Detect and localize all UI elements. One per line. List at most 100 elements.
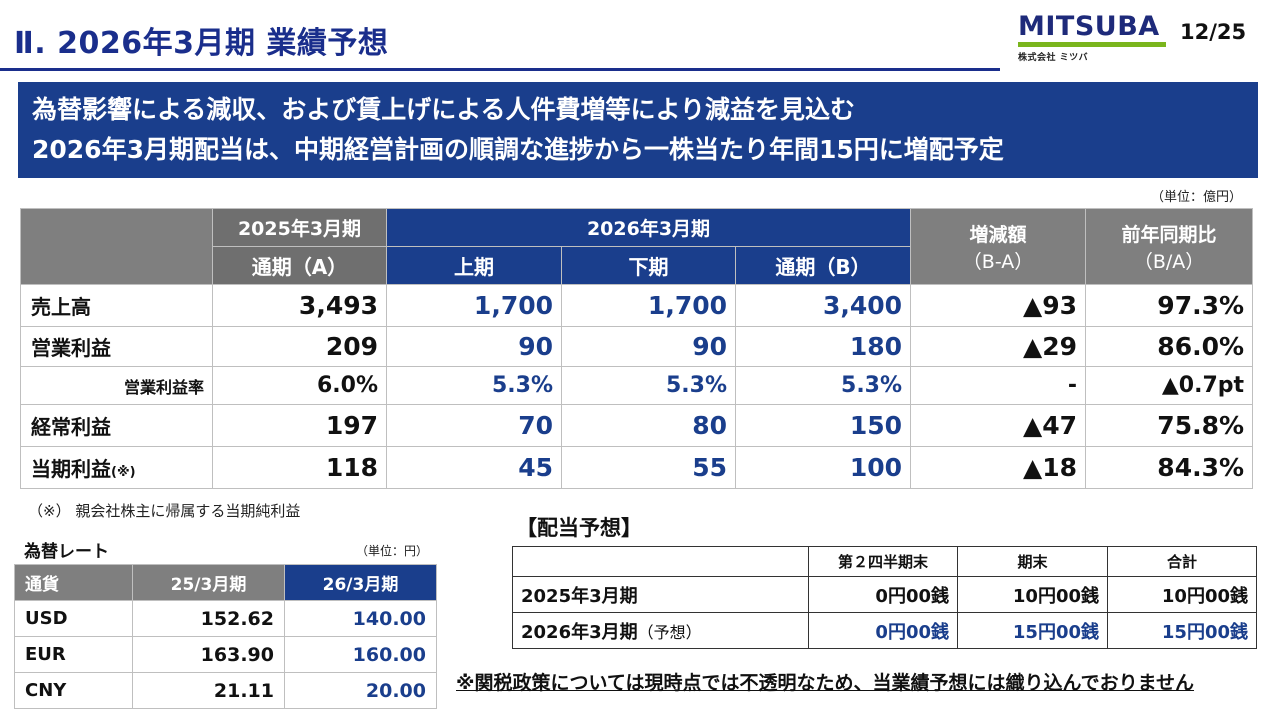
dividend-period-text: 2025年3月期	[521, 585, 638, 607]
value-diff: ▲93	[910, 284, 1087, 327]
summary-line-2: 2026年3月期配当は、中期経営計画の順調な進捗から一株当たり年間15円に増配予…	[32, 135, 1004, 164]
header-change: 増減額 （B-A）	[910, 208, 1087, 285]
dividend-header-q2: 第２四半期末	[808, 546, 958, 577]
value-h1: 1,700	[386, 284, 562, 327]
logo-wordmark: MITSUBA	[1018, 11, 1160, 42]
table-row: 売上高 3,493 1,700 1,700 3,400 ▲93 97.3%	[20, 284, 1254, 327]
value-b: 180	[734, 326, 912, 367]
value-diff: ▲18	[910, 446, 1087, 489]
logo-green-bar	[1018, 42, 1166, 47]
value-ratio: 97.3%	[1085, 284, 1254, 327]
table-row: 当期利益(※) 118 45 55 100 ▲18 84.3%	[20, 446, 1254, 489]
row-label: 経常利益	[20, 404, 213, 447]
page-number: 12/25	[1180, 20, 1247, 44]
header-fy2026: 2026年3月期	[385, 208, 912, 247]
value-h2: 55	[561, 446, 736, 489]
value-b: 100	[734, 446, 912, 489]
header-full-b: 通期（B）	[734, 246, 912, 285]
dividend-table: 第２四半期末 期末 合計 2025年3月期 0円00銭 10円00銭 10円00…	[512, 546, 1257, 649]
value-h1: 5.3%	[386, 366, 562, 405]
header-h2: 下期	[561, 246, 736, 285]
value-h2: 80	[561, 404, 736, 447]
value-diff: ▲47	[910, 404, 1087, 447]
summary-line-1: 為替影響による減収、および賃上げによる人件費増等により減益を見込む	[32, 95, 856, 124]
dividend-row: 2025年3月期 0円00銭 10円00銭 10円00銭	[512, 576, 1257, 613]
dividend-q2: 0円00銭	[808, 612, 958, 649]
fx-currency: CNY	[14, 672, 133, 709]
dividend-period: 2026年3月期（予想）	[512, 612, 809, 649]
main-table-unit: （単位：億円）	[1150, 190, 1242, 205]
dividend-total: 15円00銭	[1107, 612, 1257, 649]
header-change-sub: （B-A）	[962, 250, 1034, 273]
row-label: 営業利益率	[20, 366, 213, 405]
value-ratio: 86.0%	[1085, 326, 1254, 367]
header-full-a: 通期（A）	[212, 246, 387, 285]
header-yoy-label: 前年同期比	[1121, 223, 1217, 246]
page-title: Ⅱ. 2026年3月期 業績予想	[14, 26, 389, 61]
tariff-note: ※関税政策については現時点では不透明なため、当業績予想には織り込んでおりません	[456, 672, 1195, 694]
value-a: 3,493	[212, 284, 387, 327]
row-label-note: (※)	[111, 465, 136, 480]
value-h2: 1,700	[561, 284, 736, 327]
table-row: 経常利益 197 70 80 150 ▲47 75.8%	[20, 404, 1254, 447]
value-h1: 70	[386, 404, 562, 447]
dividend-total: 10円00銭	[1107, 576, 1257, 613]
fx-row: EUR 163.90 160.00	[14, 636, 437, 673]
header-change-label: 増減額	[969, 223, 1027, 246]
row-label: 売上高	[20, 284, 213, 327]
fx-row: CNY 21.11 20.00	[14, 672, 437, 709]
dividend-period-text: 2026年3月期	[521, 621, 638, 643]
forecast-table: 2025年3月期 2026年3月期 増減額 （B-A） 前年同期比 （B/A） …	[20, 208, 1254, 489]
value-h1: 90	[386, 326, 562, 367]
value-diff: ▲29	[910, 326, 1087, 367]
fx-unit: （単位：円）	[356, 544, 429, 558]
value-h2: 90	[561, 326, 736, 367]
logo-company-name: 株式会社 ミツバ	[1018, 53, 1089, 63]
dividend-header-end: 期末	[957, 546, 1108, 577]
value-b: 150	[734, 404, 912, 447]
value-b: 5.3%	[734, 366, 912, 405]
row-label-text: 当期利益	[31, 457, 111, 481]
dividend-end: 10円00銭	[957, 576, 1108, 613]
table-row: 営業利益 209 90 90 180 ▲29 86.0%	[20, 326, 1254, 367]
value-a: 209	[212, 326, 387, 367]
dividend-title: 【配当予想】	[516, 516, 642, 540]
value-diff: -	[910, 366, 1087, 405]
value-a: 6.0%	[212, 366, 387, 405]
dividend-header-total: 合計	[1107, 546, 1257, 577]
dividend-period: 2025年3月期	[512, 576, 809, 613]
value-ratio: ▲0.7pt	[1085, 366, 1254, 405]
fx-fy26: 20.00	[284, 672, 437, 709]
dividend-header-blank	[512, 546, 809, 577]
value-a: 118	[212, 446, 387, 489]
footnote: （※） 親会社株主に帰属する当期純利益	[28, 502, 301, 520]
summary-banner: 為替影響による減収、および賃上げによる人件費増等により減益を見込む 2026年3…	[18, 82, 1258, 178]
header-fy2025: 2025年3月期	[212, 208, 387, 247]
fx-fy25: 152.62	[132, 600, 285, 637]
dividend-q2: 0円00銭	[808, 576, 958, 613]
header-h1: 上期	[386, 246, 562, 285]
fx-currency: EUR	[14, 636, 133, 673]
value-ratio: 84.3%	[1085, 446, 1254, 489]
title-underline	[0, 68, 1000, 71]
fx-fy25: 21.11	[132, 672, 285, 709]
fx-title: 為替レート	[24, 542, 109, 562]
fx-fy26: 140.00	[284, 600, 437, 637]
table-row: 営業利益率 6.0% 5.3% 5.3% 5.3% - ▲0.7pt	[20, 366, 1254, 405]
value-b: 3,400	[734, 284, 912, 327]
row-label: 当期利益(※)	[20, 446, 213, 489]
header-yoy-sub: （B/A）	[1133, 250, 1205, 273]
fx-header-fy26: 26/3月期	[284, 564, 437, 601]
fx-header-fy25: 25/3月期	[132, 564, 285, 601]
fx-header-currency: 通貨	[14, 564, 133, 601]
dividend-period-note: （予想）	[637, 622, 702, 642]
value-h1: 45	[386, 446, 562, 489]
fx-row: USD 152.62 140.00	[14, 600, 437, 637]
dividend-end: 15円00銭	[957, 612, 1108, 649]
row-label: 営業利益	[20, 326, 213, 367]
header-corner	[20, 208, 213, 285]
fx-table: 通貨 25/3月期 26/3月期 USD 152.62 140.00 EUR 1…	[14, 564, 437, 709]
fx-fy26: 160.00	[284, 636, 437, 673]
value-a: 197	[212, 404, 387, 447]
value-h2: 5.3%	[561, 366, 736, 405]
